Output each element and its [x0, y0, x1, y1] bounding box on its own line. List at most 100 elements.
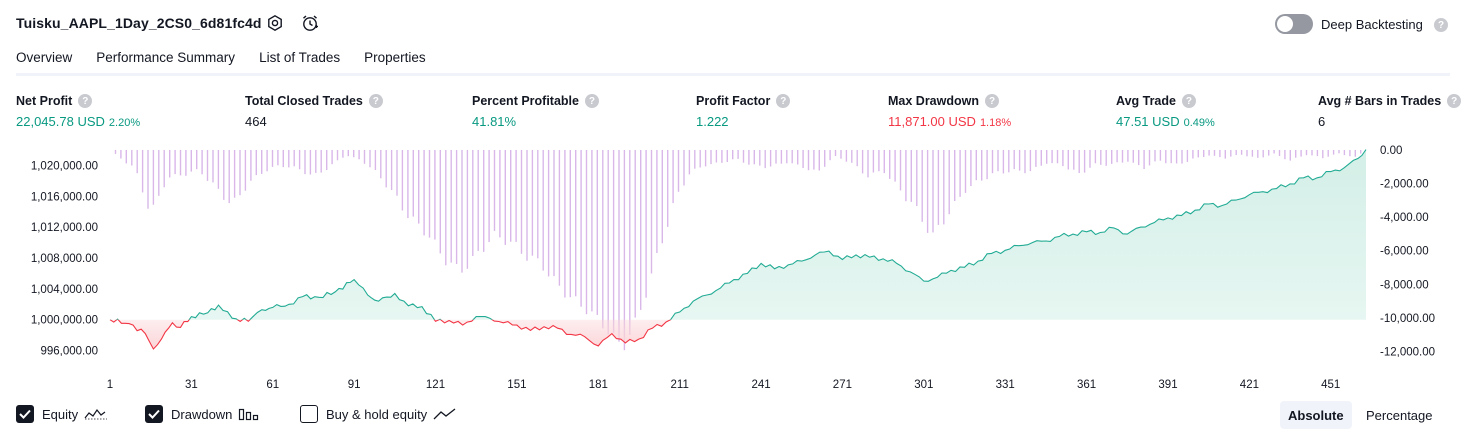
drawdown-bar — [271, 150, 274, 167]
metric-label: Max Drawdown — [888, 94, 979, 108]
drawdown-bar — [813, 150, 815, 170]
deep-backtesting-toggle[interactable] — [1275, 14, 1313, 34]
tab-properties[interactable]: Properties — [364, 50, 426, 65]
legend-drawdown[interactable]: Drawdown — [145, 402, 260, 426]
drawdown-bar — [347, 150, 349, 157]
buy-hold-checkbox[interactable] — [300, 405, 318, 423]
drawdown-bar — [932, 150, 934, 233]
info-icon[interactable]: ? — [776, 94, 791, 108]
drawdown-bar — [807, 150, 810, 171]
drawdown-bar — [1208, 150, 1210, 156]
drawdown-bar — [369, 150, 371, 168]
drawdown-bar — [602, 150, 604, 329]
drawdown-bar — [1284, 150, 1286, 160]
drawdown-bar — [374, 150, 377, 170]
drawdown-bar — [358, 150, 360, 160]
drawdown-bar — [732, 150, 734, 160]
legend-equity[interactable]: Equity — [16, 402, 108, 426]
drawdown-bar — [233, 150, 236, 198]
drawdown-bar — [699, 150, 701, 168]
percentage-toggle[interactable]: Percentage — [1366, 407, 1433, 423]
drawdown-bar — [1121, 150, 1124, 163]
equity-drawdown-chart[interactable]: 1,020,000.00 1,016,000.00 1,012,000.00 1,00… — [0, 140, 1466, 398]
toggle-knob — [1277, 16, 1293, 32]
drawdown-bar — [510, 150, 512, 242]
drawdown-bar — [683, 150, 685, 186]
drawdown-bar — [531, 150, 534, 256]
drawdown-bar — [564, 150, 566, 298]
y-right-tick-label: 0.00 — [1380, 145, 1402, 157]
drawdown-checkbox[interactable] — [145, 405, 163, 423]
drawdown-bar — [910, 150, 912, 202]
drawdown-bar — [656, 150, 658, 253]
drawdown-bar — [580, 150, 582, 307]
info-icon[interactable]: ? — [1447, 94, 1462, 108]
drawdown-bar — [753, 150, 755, 165]
drawdown-bar — [477, 150, 479, 251]
tab-overview[interactable]: Overview — [16, 46, 73, 76]
drawdown-bar — [1083, 150, 1086, 173]
drawdown-bar — [141, 150, 144, 193]
info-icon[interactable]: ? — [78, 94, 93, 108]
drawdown-bar — [152, 150, 155, 205]
drawdown-bar — [607, 150, 609, 335]
drawdown-bar — [255, 150, 257, 176]
tab-performance-summary[interactable]: Performance Summary — [96, 50, 236, 65]
drawdown-bar — [764, 150, 766, 169]
info-icon[interactable]: ? — [985, 94, 999, 108]
drawdown-bar — [1002, 150, 1005, 174]
drawdown-bar — [954, 150, 956, 201]
drawdown-bar — [331, 150, 333, 165]
drawdown-bar — [634, 150, 636, 318]
metric-value: 47.51 USD — [1116, 114, 1180, 129]
drawdown-bar — [1278, 150, 1281, 156]
drawdown-bar — [1013, 150, 1015, 170]
drawdown-bar — [905, 150, 907, 202]
drawdown-bar — [1056, 150, 1059, 164]
drawdown-bar — [1332, 150, 1335, 155]
drawdown-bar — [147, 150, 149, 209]
drawdown-bar — [461, 150, 463, 273]
info-icon[interactable]: ? — [1181, 94, 1196, 108]
help-icon[interactable]: ? — [1434, 18, 1448, 32]
legend-buy-hold[interactable]: Buy & hold equity — [300, 402, 457, 426]
drawdown-bar — [1046, 150, 1048, 164]
metric-total-closed-trades: Total Closed Trades? 464 — [245, 94, 383, 129]
drawdown-bar — [1197, 150, 1199, 158]
drawdown-bar — [363, 150, 366, 164]
drawdown-bar — [623, 150, 626, 351]
drawdown-bar — [1148, 150, 1151, 166]
drawdown-bar — [298, 150, 301, 170]
drawdown-bar — [261, 150, 263, 174]
drawdown-bar — [759, 150, 761, 166]
drawdown-bar — [1273, 150, 1275, 154]
drawdown-bar — [921, 150, 923, 222]
metric-percent-profitable: Percent Profitable? 41.81% — [472, 94, 599, 129]
drawdown-bar — [769, 150, 772, 167]
drawdown-bar — [401, 150, 404, 211]
info-icon[interactable]: ? — [368, 94, 383, 108]
y-left-tick-label: 996,000.00 — [40, 346, 98, 358]
drawdown-bar — [320, 150, 322, 173]
equity-checkbox[interactable] — [16, 405, 34, 423]
drawdown-bar — [916, 150, 918, 206]
drawdown-bar — [407, 150, 409, 219]
drawdown-bar — [1224, 150, 1226, 159]
drawdown-bar — [596, 150, 598, 315]
equity-area-loss — [110, 319, 1366, 349]
tab-list-of-trades[interactable]: List of Trades — [259, 50, 341, 65]
metric-label: Avg # Bars in Trades — [1318, 94, 1442, 108]
drawdown-bar — [829, 150, 831, 161]
info-icon[interactable]: ? — [584, 94, 599, 108]
drawdown-bar — [1116, 150, 1118, 163]
settings-icon[interactable] — [265, 13, 285, 33]
drawdown-bar — [520, 150, 523, 254]
drawdown-bar — [163, 150, 165, 188]
drawdown-bar — [612, 150, 615, 333]
absolute-toggle[interactable]: Absolute — [1280, 401, 1352, 429]
drawdown-bar — [1024, 150, 1026, 174]
alert-clock-icon[interactable] — [300, 13, 320, 33]
drawdown-bar — [239, 150, 241, 196]
metric-value: 11,871.00 USD — [888, 114, 976, 129]
drawdown-bar — [114, 150, 117, 154]
